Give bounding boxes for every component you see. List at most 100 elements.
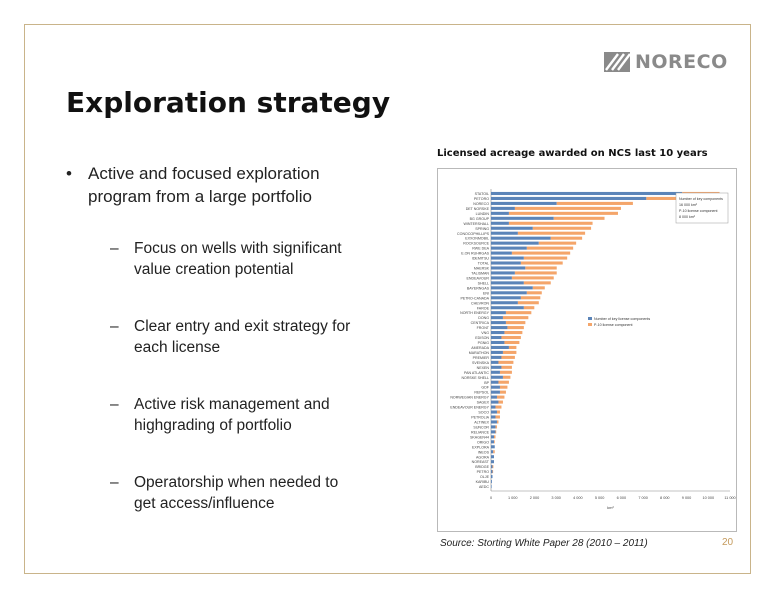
y-tick-label: BG GROUP: [470, 217, 490, 221]
bar-series-1: [491, 360, 499, 364]
bar-series-1: [491, 375, 503, 379]
bar-series-1: [491, 335, 502, 340]
bar-series-1: [491, 430, 496, 434]
bar-series-1: [491, 345, 509, 349]
y-tick-label: NORSKE SHELL: [461, 376, 489, 380]
bar-series-1: [491, 241, 539, 245]
bar-series-2: [505, 311, 532, 315]
bar-series-1: [491, 271, 515, 275]
bar-series-1: [491, 370, 500, 374]
bar-series-2: [496, 410, 500, 414]
bar-series-1: [491, 484, 492, 489]
bar-series-2: [495, 415, 500, 419]
bar-series-1: [491, 350, 503, 354]
y-tick-label: EXXONMOBIL: [465, 237, 489, 241]
y-tick-label: WINTERSHALL: [463, 222, 489, 226]
bar-series-1: [491, 286, 533, 290]
sub-bullet-4-line-1: Operatorship when needed to: [134, 474, 339, 491]
bar-series-1: [491, 390, 500, 394]
slide-title: Exploration strategy: [66, 86, 391, 119]
x-tick-label: 0: [490, 496, 492, 500]
sub-bullet-2: – Clear entry and exit strategy for each…: [66, 316, 404, 358]
y-tick-label: PETROLIA: [471, 416, 489, 420]
bar-series-1: [491, 395, 497, 399]
bar-series-1: [491, 221, 509, 225]
y-tick-label: OLJE: [480, 475, 490, 479]
y-tick-label: DONG: [478, 316, 489, 320]
y-tick-label: CENTRICA: [471, 321, 490, 325]
y-tick-label: NORTH ENERGY: [460, 311, 489, 315]
bar-series-2: [499, 370, 512, 374]
bar-series-1: [491, 206, 515, 210]
legend-label: Number of key license components: [594, 317, 650, 321]
x-axis-label: km²: [607, 505, 614, 510]
x-tick-label: 3 000: [551, 496, 561, 500]
y-tick-label: RWE DEA: [472, 247, 489, 251]
bar-series-2: [646, 196, 686, 200]
y-tick-label: TALISMAN: [471, 271, 489, 275]
y-tick-label: E.ON RUHRGAS: [461, 252, 489, 256]
x-tick-label: 8 000: [660, 496, 670, 500]
y-tick-label: EXPLORA: [472, 445, 490, 449]
bar-series-1: [491, 226, 533, 230]
bar-series-1: [491, 196, 647, 200]
bar-series-2: [502, 350, 517, 354]
bar-series-2: [507, 326, 524, 330]
bar-series-1: [491, 266, 526, 270]
bar-series-2: [514, 271, 557, 275]
bar-series-2: [511, 276, 554, 280]
y-tick-label: PETRO-CANADA: [460, 296, 489, 300]
y-tick-label: SOCO: [478, 411, 489, 415]
bar-series-1: [491, 435, 494, 439]
y-tick-label: CONOCOPHILLIPS: [457, 232, 490, 236]
bullet-main-line-2: program from a large portfolio: [88, 187, 312, 206]
noreco-logo-text: NORECO: [635, 51, 728, 73]
annotation-text: 16 000 km²: [679, 203, 698, 207]
bar-series-1: [491, 440, 494, 444]
bar-series-2: [496, 395, 505, 399]
bar-series-1: [491, 400, 499, 404]
y-tick-label: PGNiG: [478, 341, 490, 345]
bar-series-2: [553, 216, 605, 220]
bar-series-2: [520, 261, 563, 265]
bar-series-1: [491, 231, 518, 235]
bar-series-2: [511, 251, 571, 255]
bar-series-2: [499, 385, 508, 389]
bar-series-2: [550, 236, 583, 240]
bar-series-1: [491, 455, 494, 459]
bar-series-2: [532, 226, 592, 230]
bar-series-1: [491, 450, 494, 454]
bar-series-1: [491, 251, 512, 255]
bar-series-2: [495, 430, 497, 434]
bar-series-1: [491, 380, 499, 384]
bar-series-1: [491, 216, 554, 220]
y-tick-label: CHEVRON: [471, 301, 489, 305]
bar-series-2: [496, 420, 499, 424]
y-tick-label: NORWEGIAN ENERGY: [450, 396, 489, 400]
bar-series-2: [499, 390, 506, 394]
bullet-main: • Active and focused exploration program…: [66, 162, 406, 208]
x-tick-label: 7 000: [638, 496, 648, 500]
sub-bullet-dash: –: [110, 240, 119, 257]
bar-series-1: [491, 276, 512, 280]
bar-series-2: [493, 450, 495, 454]
bar-series-1: [491, 470, 493, 474]
y-tick-label: FAROE: [477, 306, 490, 310]
bar-series-2: [523, 256, 568, 260]
sub-bullet-1: – Focus on wells with significant value …: [66, 238, 404, 280]
y-tick-label: FRONT: [477, 326, 490, 330]
bar-series-2: [517, 301, 539, 305]
bar-series-2: [492, 470, 494, 474]
bar-series-2: [501, 365, 512, 369]
bar-series-1: [491, 475, 493, 479]
y-tick-label: DET NORSKE: [466, 207, 490, 211]
y-tick-label: ENI: [483, 291, 489, 295]
bullet-list: • Active and focused exploration program…: [66, 162, 406, 550]
bar-series-1: [491, 410, 497, 414]
bar-series-2: [532, 286, 545, 290]
bar-series-2: [498, 380, 509, 384]
noreco-logo: NORECO: [604, 50, 728, 74]
source-caption: Source: Storting White Paper 28 (2010 – …: [440, 538, 648, 549]
y-tick-label: BP: [484, 381, 489, 385]
y-tick-label: SVENSKA: [472, 361, 490, 365]
